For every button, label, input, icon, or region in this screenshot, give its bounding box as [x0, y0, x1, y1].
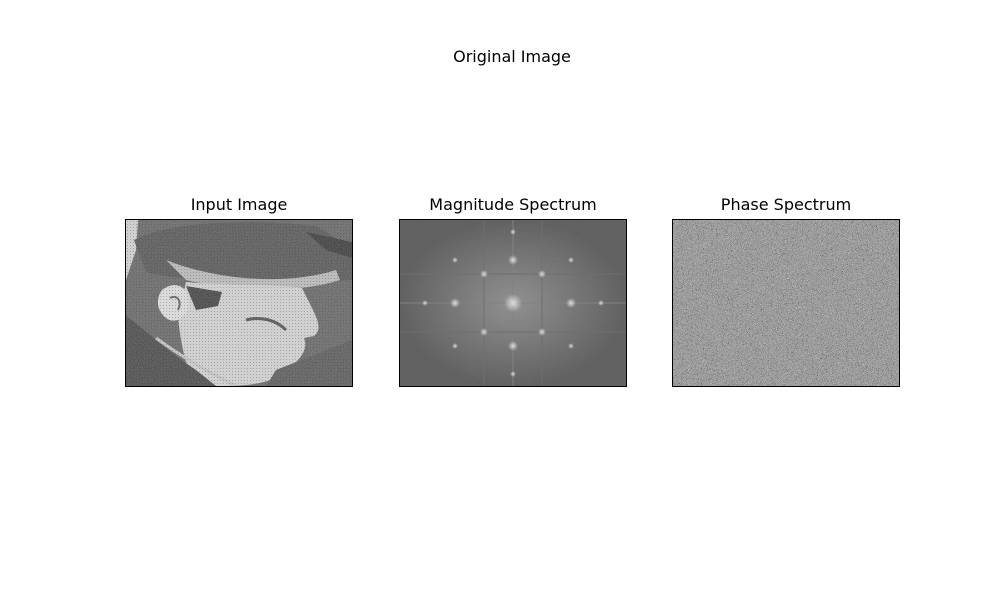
input-image-axes: [125, 219, 353, 387]
phase-spectrum-image: [673, 220, 899, 386]
input-image-title: Input Image: [190, 195, 288, 214]
figure-title: Original Image: [453, 47, 571, 66]
phase-spectrum-axes: [672, 219, 900, 387]
magnitude-spectrum-axes: [399, 219, 627, 387]
phase-spectrum-title: Phase Spectrum: [720, 195, 852, 214]
magnitude-spectrum-title: Magnitude Spectrum: [429, 195, 597, 214]
magnitude-spectrum-image: [400, 220, 626, 386]
input-image-photo: [126, 220, 352, 386]
